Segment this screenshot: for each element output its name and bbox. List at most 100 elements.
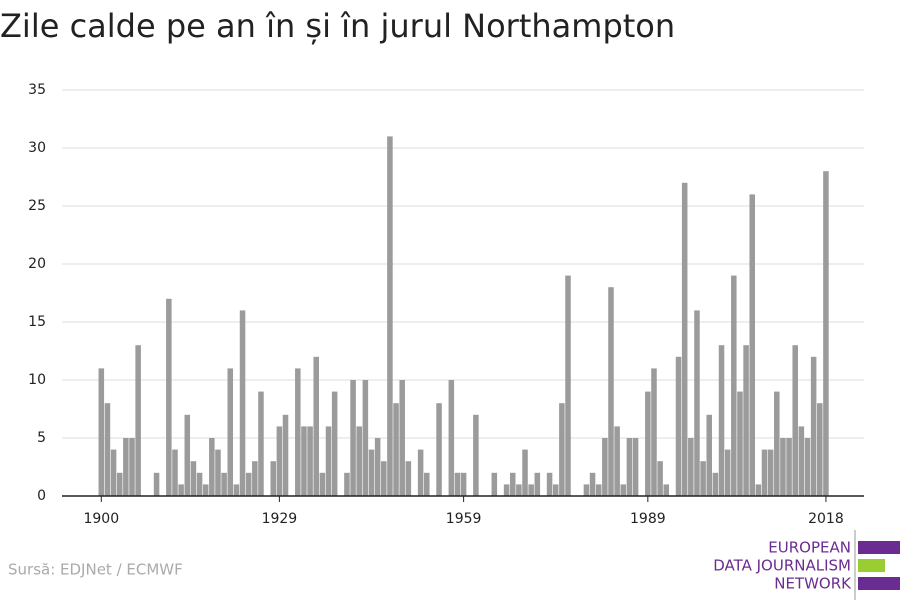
bar bbox=[153, 472, 160, 496]
bar bbox=[823, 171, 829, 496]
bar bbox=[135, 345, 141, 496]
bar bbox=[374, 438, 381, 496]
bar bbox=[589, 472, 596, 496]
bar bbox=[172, 449, 178, 496]
bar bbox=[651, 368, 657, 496]
bar bbox=[559, 403, 565, 496]
bar bbox=[503, 484, 510, 496]
bar bbox=[448, 380, 455, 496]
bar bbox=[810, 356, 817, 496]
bar bbox=[595, 484, 602, 496]
bar bbox=[454, 472, 461, 496]
bar bbox=[123, 438, 129, 496]
bar bbox=[239, 310, 246, 496]
chart-title: Zile calde pe an în și în jurul Northamp… bbox=[0, 7, 675, 45]
bar bbox=[473, 414, 479, 496]
bar bbox=[608, 287, 614, 496]
bar bbox=[307, 426, 313, 496]
bar bbox=[184, 414, 191, 496]
logo-text: NETWORK bbox=[774, 575, 852, 593]
bar bbox=[331, 391, 338, 496]
bar bbox=[749, 194, 755, 496]
bar bbox=[583, 484, 590, 496]
bar bbox=[301, 426, 307, 496]
logo-text: EUROPEAN bbox=[768, 539, 851, 557]
y-tick-label: 35 bbox=[28, 82, 46, 98]
logo-text: DATA JOURNALISM bbox=[713, 557, 851, 575]
bar bbox=[209, 438, 215, 496]
bar bbox=[528, 484, 534, 496]
bar bbox=[405, 461, 412, 496]
bar bbox=[387, 136, 393, 496]
bar bbox=[534, 472, 541, 496]
bar bbox=[786, 438, 792, 496]
bar bbox=[104, 403, 111, 496]
bar bbox=[546, 472, 553, 496]
y-tick-label: 0 bbox=[37, 488, 46, 504]
bar bbox=[491, 472, 498, 496]
bar bbox=[755, 484, 762, 496]
bar bbox=[632, 438, 639, 496]
bar bbox=[258, 391, 264, 496]
y-tick-label: 25 bbox=[28, 198, 46, 214]
logo-bar bbox=[858, 559, 885, 572]
bar bbox=[761, 449, 768, 496]
bar bbox=[381, 461, 387, 496]
bar bbox=[368, 449, 375, 496]
x-tick-label: 1900 bbox=[83, 511, 119, 527]
bar bbox=[516, 484, 522, 496]
bar bbox=[362, 380, 369, 496]
bar bbox=[190, 461, 197, 496]
bar bbox=[178, 484, 184, 496]
bar bbox=[688, 438, 694, 496]
bar bbox=[325, 426, 332, 496]
bar bbox=[215, 449, 221, 496]
bar bbox=[681, 182, 688, 497]
y-tick-label: 5 bbox=[37, 430, 46, 446]
bar bbox=[436, 403, 442, 496]
x-tick-label: 1959 bbox=[446, 511, 482, 527]
bar bbox=[731, 275, 737, 496]
bar bbox=[129, 438, 135, 496]
bar bbox=[663, 484, 670, 496]
bar bbox=[460, 472, 467, 496]
bar bbox=[724, 449, 731, 496]
bar bbox=[712, 472, 719, 496]
bar bbox=[295, 368, 301, 496]
bar bbox=[356, 426, 362, 496]
bar bbox=[774, 391, 780, 496]
bar bbox=[792, 345, 798, 496]
bar bbox=[645, 391, 651, 496]
bar bbox=[626, 438, 633, 496]
bar bbox=[227, 368, 234, 496]
bar bbox=[417, 449, 424, 496]
y-tick-label: 10 bbox=[28, 372, 46, 388]
bar bbox=[399, 380, 405, 496]
bar bbox=[675, 356, 682, 496]
logo-bar bbox=[858, 541, 900, 554]
bar bbox=[313, 356, 319, 496]
bar bbox=[221, 472, 227, 496]
y-tick-label: 20 bbox=[28, 256, 46, 272]
bar bbox=[798, 426, 805, 496]
x-tick-label: 1929 bbox=[262, 511, 298, 527]
bar bbox=[552, 484, 559, 496]
bar bbox=[565, 275, 571, 496]
bar bbox=[620, 484, 627, 496]
bar bbox=[522, 449, 528, 496]
bar bbox=[252, 461, 258, 496]
x-tick-label: 1989 bbox=[630, 511, 666, 527]
bar bbox=[767, 449, 774, 496]
x-tick-label: 2018 bbox=[808, 511, 844, 527]
bar bbox=[276, 426, 283, 496]
bar bbox=[614, 426, 620, 496]
bar bbox=[350, 380, 356, 496]
bar bbox=[780, 438, 786, 496]
bar bbox=[700, 461, 706, 496]
bar bbox=[110, 449, 117, 496]
source: Sursă: EDJNet / ECMWF bbox=[8, 561, 183, 579]
bar bbox=[319, 472, 326, 496]
bar bbox=[282, 414, 289, 496]
bar bbox=[196, 472, 203, 496]
